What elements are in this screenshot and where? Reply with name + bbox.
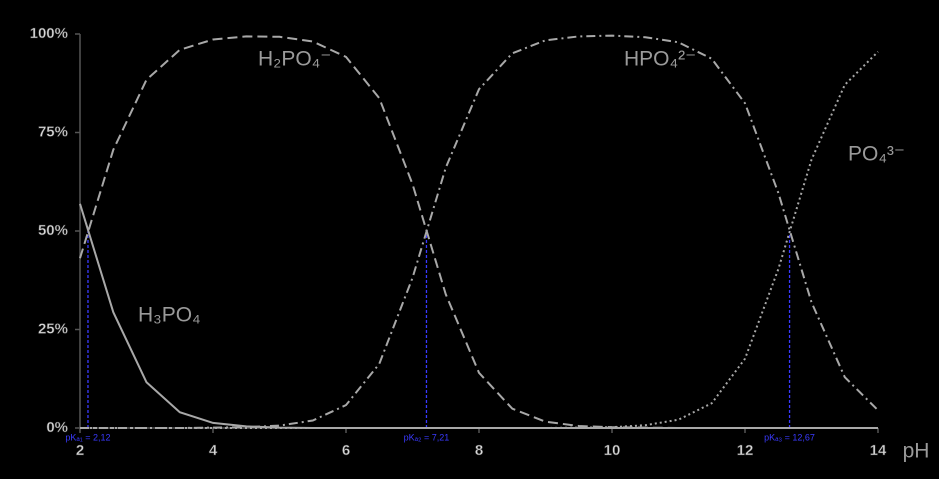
pka-label: pKₐ₂ = 7,21 xyxy=(404,432,450,442)
species-curve xyxy=(79,35,878,429)
species-label: H₃PO₄ xyxy=(138,304,201,327)
y-tick-label: 100% xyxy=(30,25,68,42)
species-label: H₂PO₄⁻ xyxy=(258,48,331,71)
species-curve xyxy=(80,50,879,429)
y-tick-label: 0% xyxy=(46,419,68,436)
species-curve xyxy=(80,34,879,429)
y-tick-label: 75% xyxy=(38,123,68,140)
x-tick-label: 2 xyxy=(76,442,84,459)
species-label: HPO₄²⁻ xyxy=(624,48,696,71)
x-tick-label: 14 xyxy=(870,442,887,459)
x-tick-label: 4 xyxy=(209,442,218,459)
y-tick-label: 50% xyxy=(38,222,68,239)
pka-label: pKₐ₃ = 12,67 xyxy=(764,432,815,442)
pka-label: pKₐ₁ = 2,12 xyxy=(65,432,110,442)
x-tick-label: 12 xyxy=(737,442,754,459)
x-tick-label: 10 xyxy=(604,442,621,459)
species-label: PO₄³⁻ xyxy=(848,143,905,166)
x-axis-label: pH xyxy=(903,440,930,463)
x-tick-label: 6 xyxy=(342,442,350,459)
y-tick-label: 25% xyxy=(38,320,68,337)
x-tick-label: 8 xyxy=(475,442,483,459)
